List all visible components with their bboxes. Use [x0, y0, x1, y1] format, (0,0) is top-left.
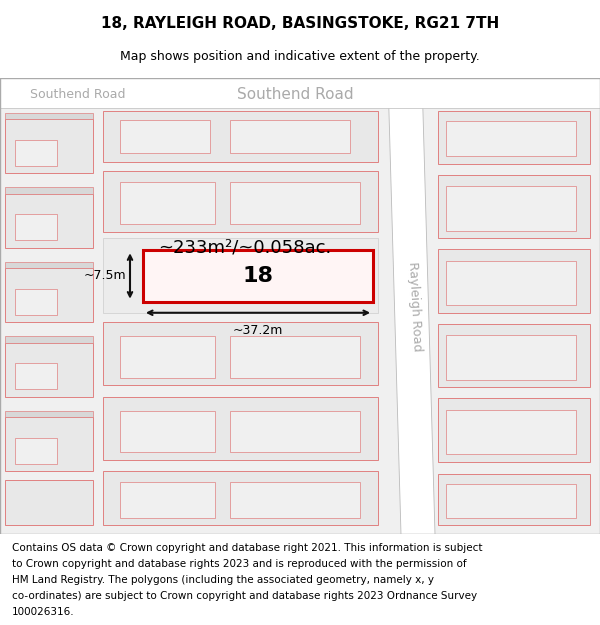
Bar [230, 120, 350, 152]
Bar [5, 481, 93, 525]
Text: Southend Road: Southend Road [236, 88, 353, 103]
Bar [103, 397, 378, 460]
Text: ~37.2m: ~37.2m [233, 324, 283, 337]
Bar [438, 175, 590, 238]
Text: Contains OS data © Crown copyright and database right 2021. This information is : Contains OS data © Crown copyright and d… [12, 543, 482, 554]
Bar [230, 482, 360, 518]
Bar [446, 121, 576, 156]
Text: 100026316.: 100026316. [12, 607, 74, 617]
Text: to Crown copyright and database rights 2023 and is reproduced with the permissio: to Crown copyright and database rights 2… [12, 559, 467, 569]
Bar [446, 335, 576, 380]
Bar [5, 119, 93, 173]
Bar [5, 194, 93, 248]
Bar [15, 214, 57, 240]
Bar [5, 336, 93, 342]
Polygon shape [0, 78, 600, 108]
Bar [446, 186, 576, 231]
Bar [230, 182, 360, 224]
Text: 18, RAYLEIGH ROAD, BASINGSTOKE, RG21 7TH: 18, RAYLEIGH ROAD, BASINGSTOKE, RG21 7TH [101, 16, 499, 31]
Bar [5, 112, 93, 119]
Text: Rayleigh Road: Rayleigh Road [406, 261, 424, 351]
Bar [120, 411, 215, 452]
Bar [5, 261, 93, 268]
Bar [15, 289, 57, 314]
Bar [438, 111, 590, 164]
Bar [103, 471, 378, 525]
Bar [120, 182, 215, 224]
Bar [103, 111, 378, 162]
Text: ~233m²/~0.058ac.: ~233m²/~0.058ac. [158, 239, 332, 257]
Text: ~7.5m: ~7.5m [83, 269, 126, 282]
Text: Map shows position and indicative extent of the property.: Map shows position and indicative extent… [120, 50, 480, 62]
Bar [143, 251, 373, 302]
Bar [103, 238, 378, 312]
Polygon shape [320, 111, 370, 134]
Bar [438, 324, 590, 388]
Bar [103, 171, 378, 232]
Bar [446, 484, 576, 518]
Text: HM Land Registry. The polygons (including the associated geometry, namely x, y: HM Land Registry. The polygons (includin… [12, 575, 434, 585]
Bar [446, 409, 576, 454]
Bar [120, 482, 215, 518]
Bar [5, 342, 93, 397]
Text: 18: 18 [242, 266, 274, 286]
Bar [15, 139, 57, 166]
Bar [438, 398, 590, 462]
Bar [5, 417, 93, 471]
Bar [5, 411, 93, 417]
Bar [230, 411, 360, 452]
Bar [438, 474, 590, 525]
Text: co-ordinates) are subject to Crown copyright and database rights 2023 Ordnance S: co-ordinates) are subject to Crown copyr… [12, 591, 477, 601]
Bar [120, 120, 210, 152]
Bar [120, 336, 215, 378]
Bar [15, 438, 57, 464]
Bar [438, 249, 590, 312]
Bar [5, 187, 93, 194]
Bar [15, 363, 57, 389]
Bar [103, 322, 378, 386]
Bar [230, 336, 360, 378]
Polygon shape [388, 78, 435, 534]
Text: Southend Road: Southend Road [30, 88, 126, 101]
Bar [446, 261, 576, 306]
Bar [5, 268, 93, 322]
